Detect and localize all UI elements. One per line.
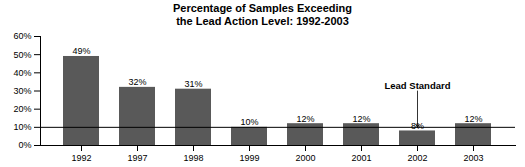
- svg-text:10%: 10%: [240, 117, 258, 127]
- html-text:Percentage of Samples Exceedin: Percentage of Samples Exceeding: [172, 2, 353, 14]
- html-text:the Lead Action Level: 1992-20: the Lead Action Level: 1992-2003: [176, 15, 349, 27]
- svg-text:2003: 2003: [463, 153, 483, 163]
- svg-text:12%: 12%: [296, 114, 314, 124]
- svg-text:50%: 50%: [13, 50, 31, 60]
- svg-text:2002: 2002: [407, 153, 427, 163]
- svg-text:60%: 60%: [13, 31, 31, 41]
- svg-text:32%: 32%: [128, 77, 146, 87]
- svg-text:49%: 49%: [72, 46, 90, 56]
- svg-text:40%: 40%: [13, 68, 31, 78]
- svg-text:1998: 1998: [183, 153, 203, 163]
- svg-text:2001: 2001: [351, 153, 371, 163]
- svg-text:31%: 31%: [184, 79, 202, 89]
- svg-text:Lead Standard: Lead Standard: [385, 80, 451, 91]
- svg-text:8%: 8%: [411, 121, 424, 131]
- svg-text:12%: 12%: [464, 114, 482, 124]
- svg-text:12%: 12%: [352, 114, 370, 124]
- svg-text:1999: 1999: [239, 153, 259, 163]
- svg-text:20%: 20%: [13, 104, 31, 114]
- svg-text:30%: 30%: [13, 86, 31, 96]
- svg-text:1997: 1997: [127, 153, 147, 163]
- svg-text:1992: 1992: [71, 153, 91, 163]
- svg-text:10%: 10%: [13, 122, 31, 132]
- svg-text:0%: 0%: [18, 140, 31, 150]
- svg-text:2000: 2000: [295, 153, 315, 163]
